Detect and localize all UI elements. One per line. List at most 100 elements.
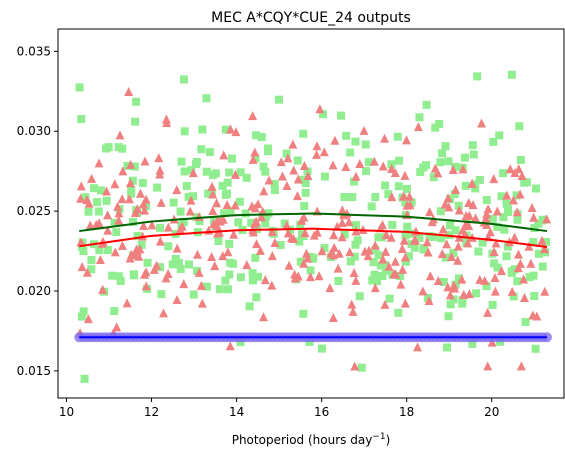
square-marker [247,218,256,227]
square-marker [532,184,541,193]
triangle-marker [378,161,388,171]
triangle-marker [252,239,262,249]
square-marker [102,196,111,205]
square-marker [79,307,88,316]
triangle-marker [95,254,105,264]
triangle-marker [248,154,258,164]
square-marker [295,237,304,246]
triangle-marker [464,289,474,299]
triangle-marker [319,147,329,157]
triangle-marker [345,247,355,257]
plot-area [57,28,565,399]
square-marker [401,231,410,240]
square-marker [226,258,235,267]
square-marker [259,162,268,171]
triangle-marker [267,227,277,237]
square-marker [478,238,487,247]
triangle-marker [264,175,274,185]
triangle-marker [400,298,410,308]
square-marker [156,263,165,272]
square-marker [469,150,478,159]
triangle-marker [248,111,258,121]
square-marker [77,115,86,124]
square-marker [423,293,432,302]
square-marker [394,308,403,317]
square-marker [384,190,393,199]
triangle-marker [223,247,233,257]
square-marker [367,202,376,211]
triangle-marker [293,174,303,184]
triangle-marker [152,260,162,270]
triangle-marker [483,307,493,317]
square-marker [531,344,540,353]
triangle-marker [258,206,268,216]
square-marker [110,218,119,227]
triangle-marker [527,202,537,212]
square-marker [538,262,547,271]
triangle-marker [267,251,277,261]
square-marker [202,167,211,176]
triangle-marker [267,280,277,290]
square-marker [393,132,402,141]
square-marker [251,154,260,163]
triangle-marker [350,361,360,371]
triangle-marker [450,283,460,293]
triangle-marker [222,199,232,209]
triangle-marker [192,249,202,259]
triangle-marker [141,267,151,277]
square-marker [108,271,117,280]
triangle-marker [529,212,539,222]
square-marker [534,219,543,228]
triangle-marker [212,198,222,208]
square-marker [80,374,89,383]
square-marker [502,252,511,261]
triangle-marker [299,212,309,222]
triangle-marker [542,214,552,224]
triangle-marker [282,180,292,190]
triangle-marker [299,258,309,268]
square-marker [351,221,360,230]
square-marker [499,213,508,222]
square-marker [404,252,413,261]
triangle-marker [282,220,292,230]
square-marker [385,294,394,303]
triangle-marker [207,252,217,262]
square-marker [301,188,310,197]
triangle-marker [460,229,470,239]
triangle-marker [369,156,379,166]
square-marker [252,293,261,302]
square-marker [261,167,270,176]
square-marker [133,231,142,240]
square-marker [364,158,373,167]
square-marker [189,192,198,201]
square-marker [348,193,357,202]
square-marker [301,178,310,187]
square-marker [451,162,460,171]
triangle-marker [250,147,260,157]
triangle-marker [454,205,464,215]
square-marker [180,167,189,176]
square-marker [431,123,440,132]
square-marker [401,198,410,207]
triangle-marker [110,247,120,257]
triangle-marker [276,157,286,167]
triangle-marker [257,212,267,222]
square-marker [202,94,211,103]
square-marker [446,300,455,309]
triangle-marker [517,170,527,180]
triangle-marker [445,290,455,300]
square-marker [415,234,424,243]
square-marker [112,228,121,237]
square-marker [371,193,380,202]
square-marker [495,131,504,140]
square-marker [75,83,84,92]
x-axis-label-superscript: −1 [372,432,385,442]
square-marker [264,209,273,218]
triangle-marker [161,114,171,124]
square-marker [179,75,188,84]
triangle-marker [278,171,288,181]
square-marker [309,253,318,262]
triangle-marker [402,200,412,210]
square-marker [157,290,166,299]
y-tick-label: 0.035 [17,44,51,58]
